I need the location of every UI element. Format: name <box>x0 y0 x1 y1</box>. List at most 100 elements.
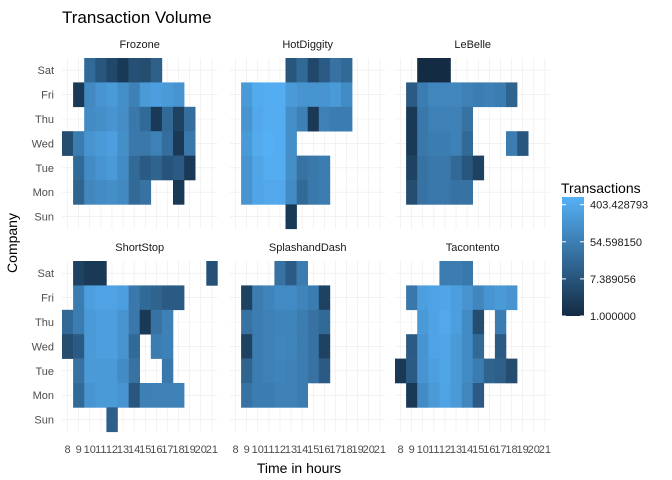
heatmap-cell <box>73 358 85 384</box>
heatmap-cell <box>128 155 140 181</box>
heatmap-cell <box>173 106 185 132</box>
y-tick-label: Thu <box>35 317 54 329</box>
heatmap-cell <box>296 334 308 359</box>
heatmap-cell <box>184 106 196 132</box>
heatmap-cell <box>450 383 462 408</box>
x-tick-label: 20 <box>528 444 540 456</box>
heatmap-cell <box>296 82 308 108</box>
heatmap-cell <box>95 285 107 311</box>
x-tick-label: 8 <box>397 444 403 456</box>
heatmap-cell <box>461 82 473 108</box>
x-tick-label: 13 <box>285 444 297 456</box>
heatmap-cell <box>95 106 107 132</box>
heatmap-cell <box>472 285 485 311</box>
heatmap-cell <box>428 358 440 384</box>
heatmap-cell <box>252 285 264 311</box>
heatmap-cell <box>84 180 96 205</box>
x-tick-label: 15 <box>307 444 319 456</box>
heatmap-cell <box>117 334 129 359</box>
heatmap-cell <box>139 106 152 132</box>
x-tick-label: 9 <box>244 444 250 456</box>
facet-label: LeBelle <box>454 39 491 51</box>
heatmap-cell <box>62 334 74 359</box>
heatmap-cell <box>241 383 253 408</box>
heatmap-cell <box>285 358 297 384</box>
heatmap-cell <box>139 309 152 335</box>
heatmap-cell <box>95 309 107 335</box>
heatmap-cell <box>285 309 297 335</box>
heatmap-cell <box>274 261 286 286</box>
heatmap-cell <box>139 58 152 83</box>
heatmap-cell <box>263 82 275 108</box>
heatmap-cell <box>161 106 174 132</box>
heatmap-cell <box>206 261 218 286</box>
heatmap-cell <box>483 82 496 108</box>
heatmap-cell <box>106 106 118 132</box>
heatmap-cell <box>494 334 507 359</box>
y-tick-label: Sun <box>34 212 54 224</box>
heatmap-cell <box>128 285 140 311</box>
heatmap-cell <box>106 155 118 181</box>
heatmap-cell <box>517 131 529 156</box>
heatmap-cell <box>285 285 297 311</box>
heatmap-cell <box>252 334 264 359</box>
heatmap-cell <box>318 180 331 205</box>
x-tick-label: 17 <box>329 444 341 456</box>
heatmap-cell <box>117 155 129 181</box>
heatmap-cell <box>84 155 96 181</box>
heatmap-cell <box>461 131 473 156</box>
y-axis-title: Company <box>4 213 20 273</box>
x-tick-label: 11 <box>428 444 439 456</box>
y-tick-label: Sun <box>34 415 54 427</box>
x-tick-label: 12 <box>439 444 451 456</box>
heatmap-cell <box>307 106 320 132</box>
heatmap-cell <box>252 180 264 205</box>
heatmap-cell <box>106 180 118 205</box>
heatmap-cell <box>139 155 152 181</box>
heatmap-cell <box>274 106 286 132</box>
heatmap-cell <box>274 155 286 181</box>
heatmap-cell <box>274 334 286 359</box>
facet-label: Tacontento <box>446 242 500 254</box>
heatmap-cell <box>483 285 496 311</box>
y-tick-label: Wed <box>32 341 54 353</box>
heatmap-cell <box>95 155 107 181</box>
x-tick-label: 21 <box>206 444 218 456</box>
heatmap-cell <box>117 383 129 408</box>
heatmap-cell <box>417 383 429 408</box>
heatmap-cell <box>318 334 331 359</box>
heatmap-cell <box>506 285 518 311</box>
heatmap-cell <box>106 131 118 156</box>
heatmap-cell <box>150 309 163 335</box>
heatmap-cell <box>285 106 297 132</box>
heatmap-cell <box>128 334 140 359</box>
heatmap-cell <box>439 131 451 156</box>
heatmap-cell <box>263 180 275 205</box>
heatmap-cell <box>252 155 264 181</box>
heatmap-cell <box>95 383 107 408</box>
heatmap-cell <box>307 309 320 335</box>
heatmap-cell <box>150 106 163 132</box>
heatmap-cell <box>417 358 429 384</box>
x-tick-label: 17 <box>494 444 506 456</box>
x-tick-label: 16 <box>150 444 162 456</box>
heatmap-cell <box>307 82 320 108</box>
x-tick-label: 13 <box>450 444 462 456</box>
heatmap-cell <box>263 106 275 132</box>
heatmap-cell <box>84 131 96 156</box>
heatmap-cell <box>450 131 462 156</box>
heatmap-cell <box>472 309 485 335</box>
heatmap-cell <box>95 131 107 156</box>
heatmap-cell <box>428 334 440 359</box>
x-tick-label: 21 <box>374 444 386 456</box>
heatmap-cell <box>139 285 152 311</box>
heatmap-cell <box>241 106 253 132</box>
heatmap-cell <box>241 155 253 181</box>
facet-label: ShortStop <box>115 242 164 254</box>
heatmap-cell <box>150 334 163 359</box>
facet-panel: ShortStop Sat Fri Thu Wed Tue Mon Sun 8 9 10 11 1213… <box>32 242 218 456</box>
heatmap-cell <box>318 106 331 132</box>
heatmap-cell <box>263 309 275 335</box>
heatmap-cell <box>117 358 129 384</box>
